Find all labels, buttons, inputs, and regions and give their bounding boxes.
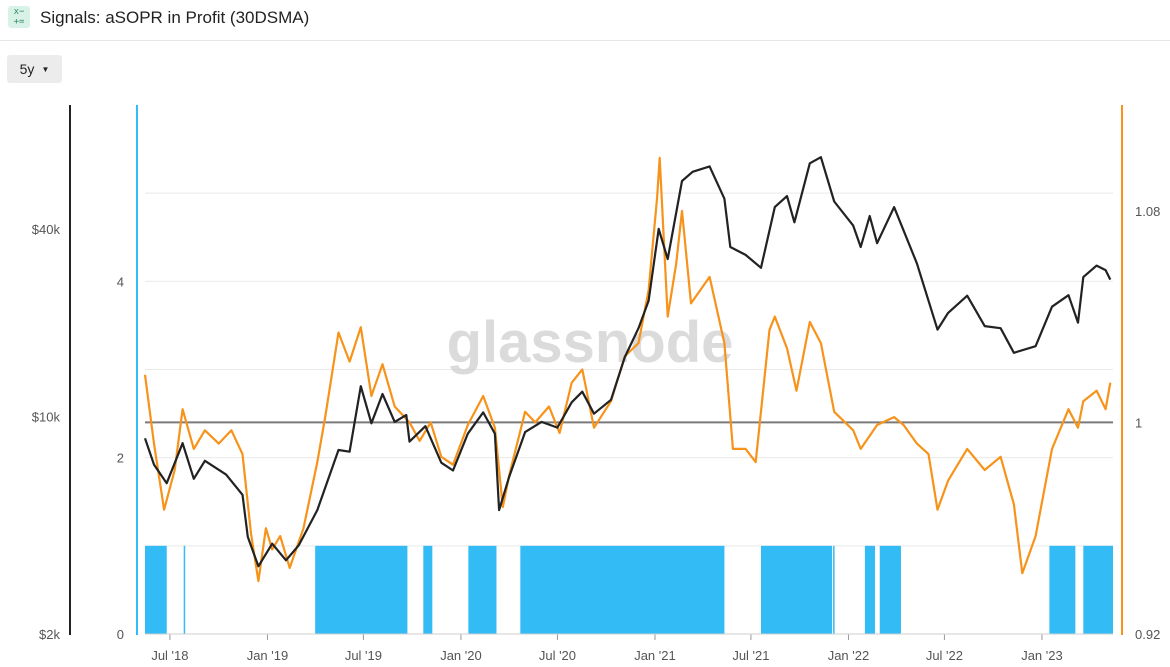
- price-tick-label: $10k: [32, 409, 61, 424]
- time-range-dropdown[interactable]: 5y ▼: [7, 55, 62, 83]
- signal-bar: [1083, 545, 1113, 634]
- signal-bar: [864, 545, 875, 634]
- x-tick-label: Jan '22: [828, 648, 870, 663]
- signal-bar: [423, 545, 433, 634]
- signal-bar: [833, 545, 835, 634]
- indicator-icon: x− +=: [8, 6, 30, 28]
- x-tick-label: Jul '18: [151, 648, 188, 663]
- signal-bar: [761, 545, 833, 634]
- signal-tick-label: 4: [117, 274, 124, 289]
- x-tick-label: Jan '23: [1021, 648, 1063, 663]
- signal-bar: [145, 545, 167, 634]
- asopr-tick-label: 0.92: [1135, 627, 1160, 642]
- signal-tick-label: 2: [117, 451, 124, 466]
- signal-bar: [183, 545, 186, 634]
- x-tick-label: Jul '21: [732, 648, 769, 663]
- asopr-tick-label: 1: [1135, 415, 1142, 430]
- signal-bar: [468, 545, 497, 634]
- price-tick-label: $40k: [32, 222, 61, 237]
- watermark: glassnode: [447, 310, 734, 375]
- chevron-down-icon: ▼: [41, 64, 50, 74]
- signal-tick-label: 0: [117, 627, 124, 642]
- price-line: [143, 156, 1112, 568]
- x-tick-label: Jul '22: [926, 648, 963, 663]
- x-tick-label: Jan '20: [440, 648, 482, 663]
- x-tick-label: Jul '19: [345, 648, 382, 663]
- signal-bar: [315, 545, 408, 634]
- x-tick-label: Jan '19: [247, 648, 289, 663]
- chart-header: x− += Signals: aSOPR in Profit (30DSMA): [0, 0, 1170, 41]
- signal-bar: [879, 545, 901, 634]
- signal-bar: [520, 545, 725, 634]
- signal-bar: [1049, 545, 1076, 634]
- price-tick-label: $2k: [39, 627, 60, 642]
- signal-bars: [145, 545, 1113, 634]
- x-tick-label: Jul '20: [539, 648, 576, 663]
- axis-ticks: $2k $10k $40k 0 2 4 0.92 1 1.08 Jul '18 Jan '19 Jul…: [32, 204, 1161, 663]
- time-range-label: 5y: [19, 61, 35, 77]
- chart-title: Signals: aSOPR in Profit (30DSMA): [40, 8, 310, 27]
- asopr-tick-label: 1.08: [1135, 204, 1160, 219]
- x-tick-label: Jan '21: [634, 648, 676, 663]
